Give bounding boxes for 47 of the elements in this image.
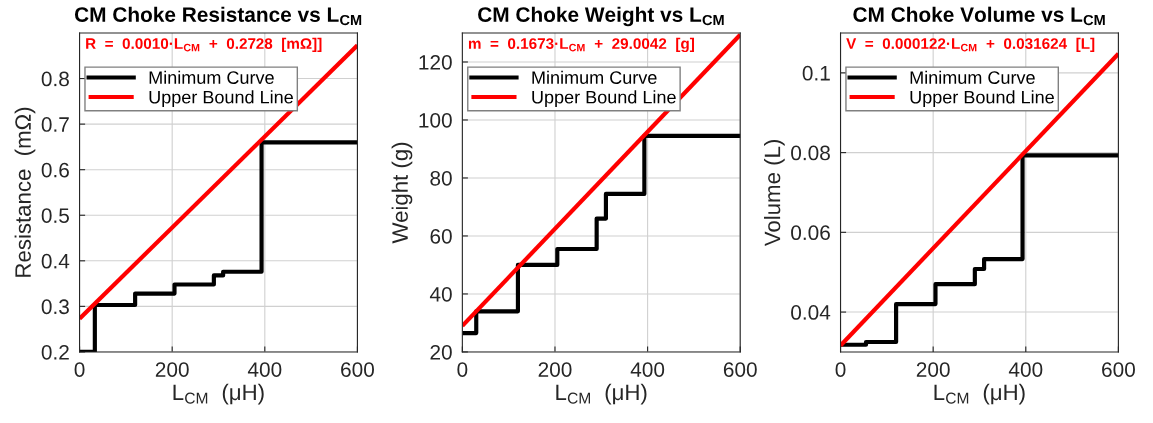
legend-label: Upper Bound Line [910, 90, 1054, 108]
y-tick-label: 0.3 [41, 299, 69, 315]
x-tick-label: 400 [247, 362, 282, 377]
x-tick-label: 200 [155, 362, 189, 377]
x-tick-label: 200 [916, 362, 950, 377]
y-tick-label: 80 [430, 170, 452, 186]
chart-title: CM Choke Resistance vs L$_{CM}$ [74, 6, 362, 26]
y-tick-label: 60 [430, 228, 452, 244]
y-tick-label: 0.04 [791, 305, 831, 320]
x-tick-label: 200 [538, 362, 572, 377]
legend-label: Upper Bound Line [532, 90, 676, 108]
chart-title: CM Choke Volume vs L$_{CM}$ [853, 6, 1105, 26]
x-tick-label: 600 [723, 362, 757, 377]
y-axis-title: Volume (L) [764, 140, 785, 247]
y-tick-label: 0.6 [41, 162, 69, 178]
annotation: V = 0.000122·L$_{CM}$ + 0.031624 [L] [846, 37, 1095, 53]
y-tick-label: 0.5 [41, 208, 69, 223]
legend-label: Minimum Curve [149, 70, 274, 84]
annotation: m = 0.1673·L$_{CM}$ + 29.0042 [g] [468, 37, 694, 53]
x-axis-title: L$_{CM}$ (μH) [173, 383, 264, 405]
legend-label: Minimum Curve [910, 70, 1035, 84]
x-tick-label: 0 [74, 362, 85, 377]
y-tick-label: 0.7 [41, 117, 69, 132]
x-axis-title: L$_{CM}$ (μH) [556, 383, 647, 405]
annotation: R = 0.0010·L$_{CM}$ + 0.2728 [mΩ]] [86, 37, 322, 53]
chart-title: CM Choke Weight vs L$_{CM}$ [478, 6, 724, 27]
y-tick-label: 120 [419, 54, 452, 70]
x-tick-label: 400 [1008, 362, 1043, 377]
y-tick-label: 20 [430, 344, 452, 360]
y-tick-label: 40 [429, 286, 452, 302]
x-tick-label: 400 [630, 362, 665, 377]
y-axis-title: Resistance (mΩ) [14, 107, 36, 277]
y-axis-title: Weight (g) [391, 142, 413, 244]
legend-label: Minimum Curve [532, 70, 657, 84]
y-tick-label: 0.08 [791, 145, 830, 161]
x-tick-label: 600 [341, 362, 374, 377]
legend-label: Upper Bound Line [149, 90, 293, 108]
y-tick-label: 0.06 [791, 225, 830, 241]
y-tick-label: 0.4 [41, 253, 70, 269]
y-tick-label: 0.8 [41, 71, 69, 87]
y-tick-label: 0.2 [41, 344, 69, 360]
x-axis-title: L$_{CM}$ (μH) [934, 383, 1025, 405]
y-tick-label: 0.1 [802, 65, 830, 81]
x-tick-label: 0 [835, 362, 846, 377]
x-tick-label: 0 [457, 362, 468, 377]
x-tick-label: 600 [1102, 362, 1135, 377]
y-tick-label: 100 [419, 112, 452, 128]
